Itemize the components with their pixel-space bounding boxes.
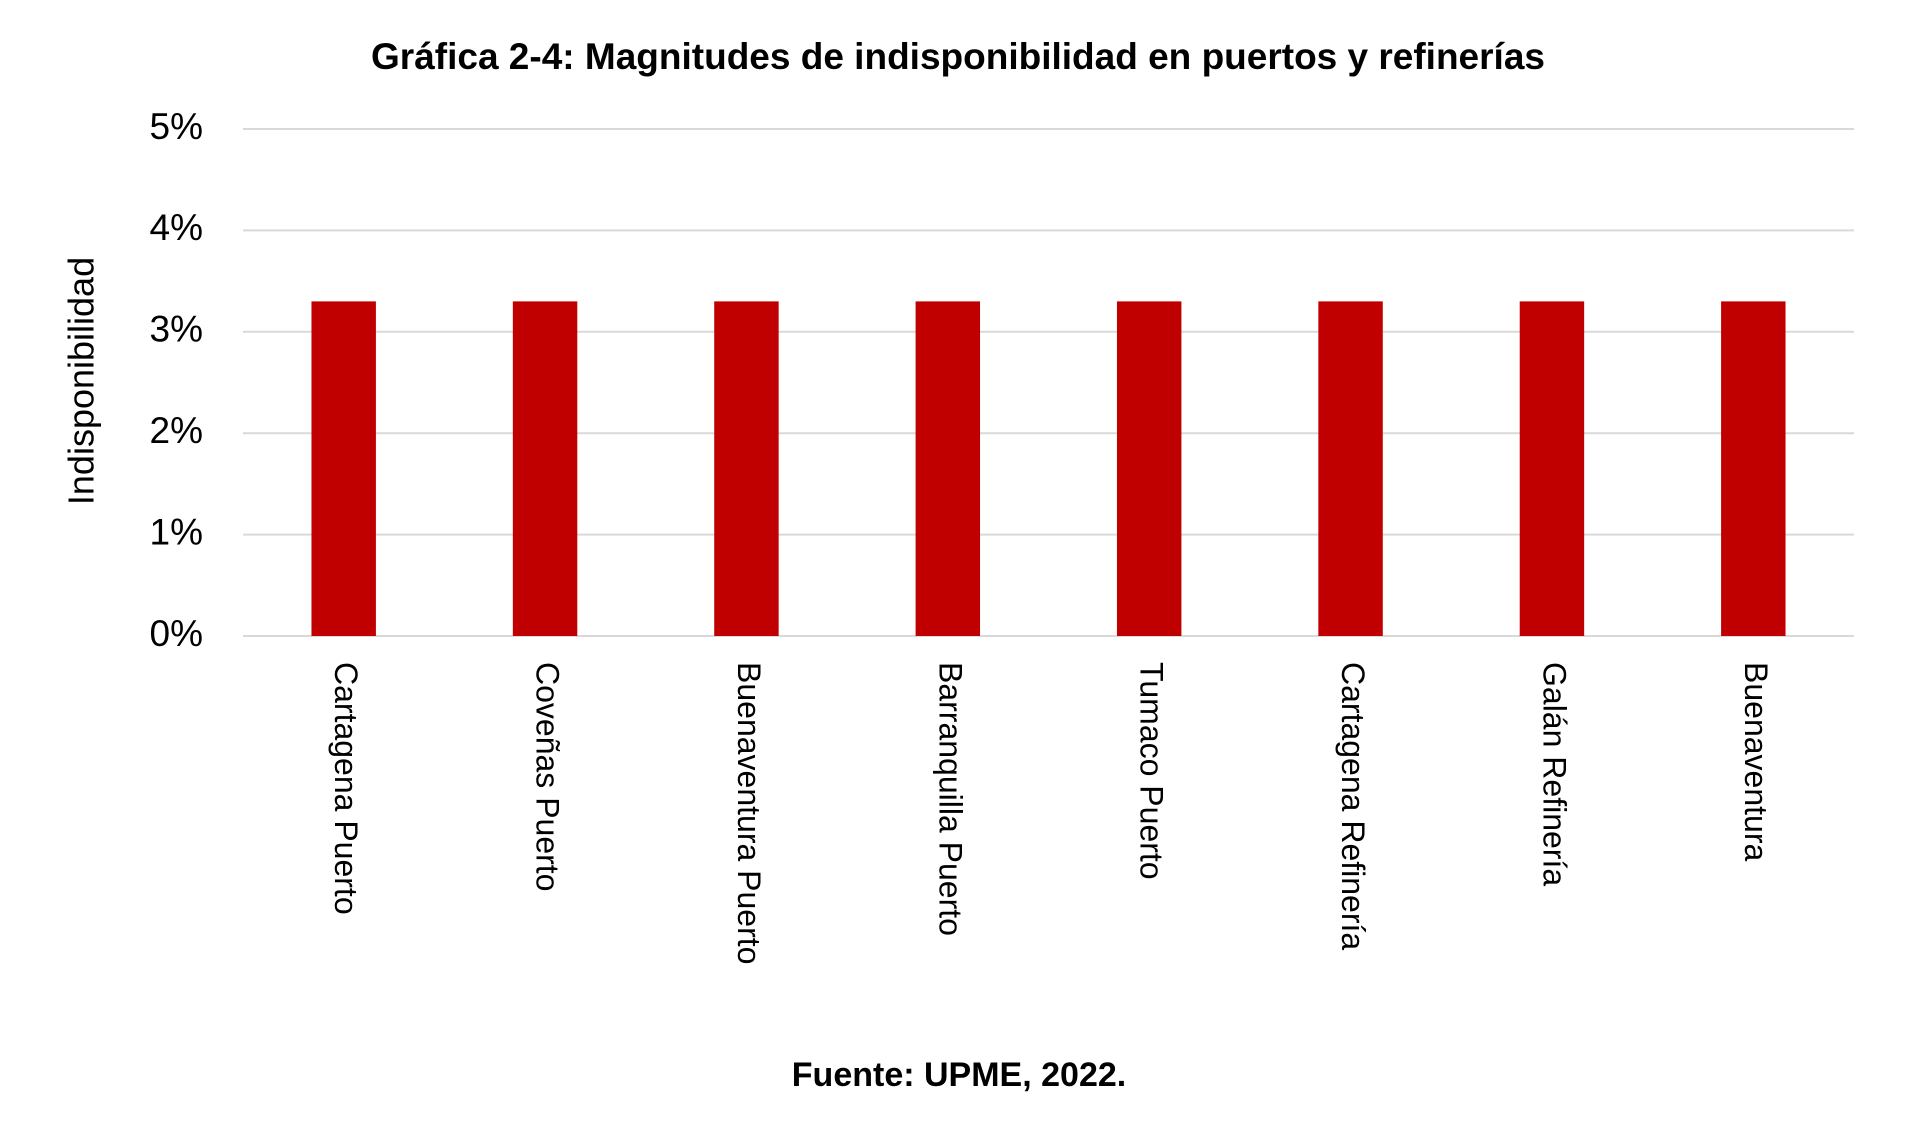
y-tick-label: 3% — [150, 309, 203, 350]
y-tick-label: 5% — [150, 106, 203, 147]
y-tick-label: 1% — [150, 511, 203, 552]
y-tick-label: 4% — [150, 207, 203, 248]
bar — [1318, 301, 1383, 636]
y-tick-label: 0% — [150, 613, 203, 654]
x-tick-label: Buenaventura Puerto — [731, 662, 767, 964]
x-tick-label: Galán Refinería — [1536, 662, 1572, 886]
y-axis-label: Indisponibilidad — [61, 257, 102, 505]
chart-title: Gráfica 2-4: Magnitudes de indisponibili… — [371, 36, 1545, 77]
bar — [311, 301, 376, 636]
bar — [714, 301, 779, 636]
x-tick-label: Cartagena Puerto — [328, 662, 364, 915]
bar — [1116, 301, 1182, 636]
x-tick-label: Coveñas Puerto — [530, 662, 566, 891]
x-tick-label: Cartagena Refinería — [1335, 662, 1371, 950]
x-tick-label: Barranquilla Puerto — [932, 662, 968, 936]
bar — [1721, 301, 1786, 636]
x-tick-label: Tumaco Puerto — [1134, 662, 1170, 880]
x-tick-label: Buenaventura — [1738, 662, 1774, 861]
bar — [915, 301, 981, 636]
bar — [1519, 301, 1585, 636]
source-note: Fuente: UPME, 2022. — [792, 1056, 1126, 1094]
bar — [512, 301, 578, 636]
y-tick-label: 2% — [150, 410, 203, 451]
